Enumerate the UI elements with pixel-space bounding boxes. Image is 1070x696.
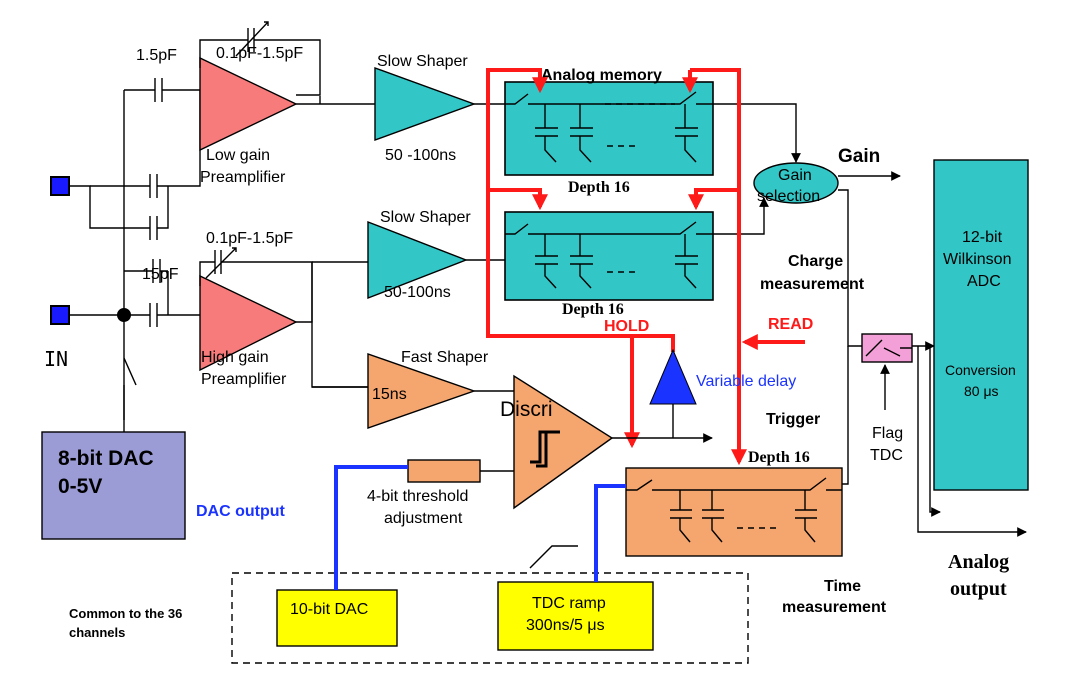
hold-read-lines <box>486 68 805 466</box>
high-gain-label-1: High gain <box>201 349 269 366</box>
low-gain-label-1: Low gain <box>206 147 270 164</box>
analog-memory-label: Analog memory <box>541 67 662 84</box>
depth-top-label: Depth 16 <box>568 179 630 196</box>
high-gain-preamp <box>199 274 298 372</box>
slow-shaper-top-time: 50 -100ns <box>385 147 456 164</box>
variable-delay-label: Variable delay <box>696 373 796 390</box>
analog-memory-top <box>504 81 714 176</box>
threshold-label-1: 4-bit threshold <box>367 488 468 505</box>
in-label: IN <box>44 347 68 371</box>
depth-bottom-label: Depth 16 <box>562 301 624 318</box>
adc-label-1: 12-bit <box>962 229 1003 246</box>
wire-analog-out-2 <box>929 346 941 517</box>
analog-memory-bottom <box>504 211 714 301</box>
common-block <box>231 572 749 664</box>
slow-shaper-top-label: Slow Shaper <box>377 53 468 70</box>
wire-tdc-out <box>842 346 849 485</box>
tdc-memory <box>625 467 843 557</box>
cap-feedback-low-label: 0.1pF-1.5pF <box>216 45 303 62</box>
time-label-1: Time <box>824 578 861 595</box>
discri-label: Discri <box>500 398 553 421</box>
adc-label-2: Wilkinson <box>943 251 1011 268</box>
discriminator <box>513 374 614 510</box>
dac-8bit <box>41 431 186 540</box>
dac10-label: 10-bit DAC <box>290 601 368 618</box>
fast-shaper-time: 15ns <box>372 386 407 403</box>
conversion-label-1: Conversion <box>945 362 1016 378</box>
fast-shaper <box>367 353 477 429</box>
wire-tdc-ramp <box>594 484 626 582</box>
low-gain-feedback <box>199 21 321 96</box>
common-label-1: Common to the 36 <box>69 606 182 621</box>
gain-selection-label-1: Gain <box>778 167 812 184</box>
low-gain-label-2: Preamplifier <box>200 169 286 186</box>
cap-15pf-label: 15pF <box>142 266 179 283</box>
slow-shaper-bottom <box>367 220 468 300</box>
flag-label-2: TDC <box>870 447 903 464</box>
dac-output-label: DAC output <box>196 503 286 520</box>
threshold-label-2: adjustment <box>384 510 463 527</box>
charge-label-2: measurement <box>760 276 865 293</box>
variable-delay <box>649 348 697 405</box>
high-gain-label-2: Preamplifier <box>201 371 287 388</box>
read-label: READ <box>768 316 813 333</box>
adc-label-3: ADC <box>967 273 1001 290</box>
dac-10bit <box>276 589 398 647</box>
wire-high-to-shapers <box>311 261 368 388</box>
slow-shaper-top <box>374 67 477 141</box>
slow-shaper-bottom-time: 50-100ns <box>384 284 451 301</box>
wire-dac10-threshold <box>334 465 408 590</box>
depth-tdc-label: Depth 16 <box>748 449 810 466</box>
gain-label: Gain <box>838 146 880 167</box>
threshold-resistor <box>407 459 481 483</box>
common-label-2: channels <box>69 625 125 640</box>
input-pads <box>50 176 70 325</box>
tdc-diagonal <box>529 545 578 569</box>
wire-mem-top-out <box>713 103 801 163</box>
conversion-label-2: 80 μs <box>964 383 999 399</box>
tdc-ramp-label-2: 300ns/5 μs <box>526 617 605 634</box>
trigger-label: Trigger <box>766 411 820 428</box>
input-wiring <box>69 89 150 432</box>
flag-switch-contacts <box>865 339 912 357</box>
time-label-2: measurement <box>782 599 887 616</box>
gain-selection-label-2: selection <box>757 188 820 205</box>
dac8-label-1: 8-bit DAC <box>58 447 154 470</box>
wire-mem-bottom-out <box>713 197 769 235</box>
low-gain-preamp <box>199 56 298 152</box>
cap-feedback-high-label: 0.1pF-1.5pF <box>206 230 293 247</box>
wire-analog-out <box>917 346 1027 537</box>
in-pad-top <box>50 176 70 196</box>
adc-12bit <box>933 159 1029 491</box>
tdc-ramp <box>497 581 654 651</box>
cap-1-5pf-label: 1.5pF <box>136 47 177 64</box>
analog-output-label-1: Analog <box>948 551 1009 573</box>
input-capacitors <box>143 78 201 327</box>
tdc-ramp-label-1: TDC ramp <box>532 595 606 612</box>
dac8-label-2: 0-5V <box>58 475 102 498</box>
in-pad-bottom <box>50 305 70 325</box>
flag-label-1: Flag <box>872 425 903 442</box>
fast-shaper-label: Fast Shaper <box>401 349 489 366</box>
wire-low-to-slow <box>296 96 375 105</box>
wire-gain-to-switch <box>838 189 862 347</box>
charge-label-1: Charge <box>788 253 843 270</box>
discri-hysteresis-icon <box>530 430 560 468</box>
gain-selection <box>753 162 839 204</box>
slow-shaper-bottom-label: Slow Shaper <box>380 209 471 226</box>
analog-output-label-2: output <box>950 578 1007 600</box>
hold-label: HOLD <box>604 318 649 335</box>
